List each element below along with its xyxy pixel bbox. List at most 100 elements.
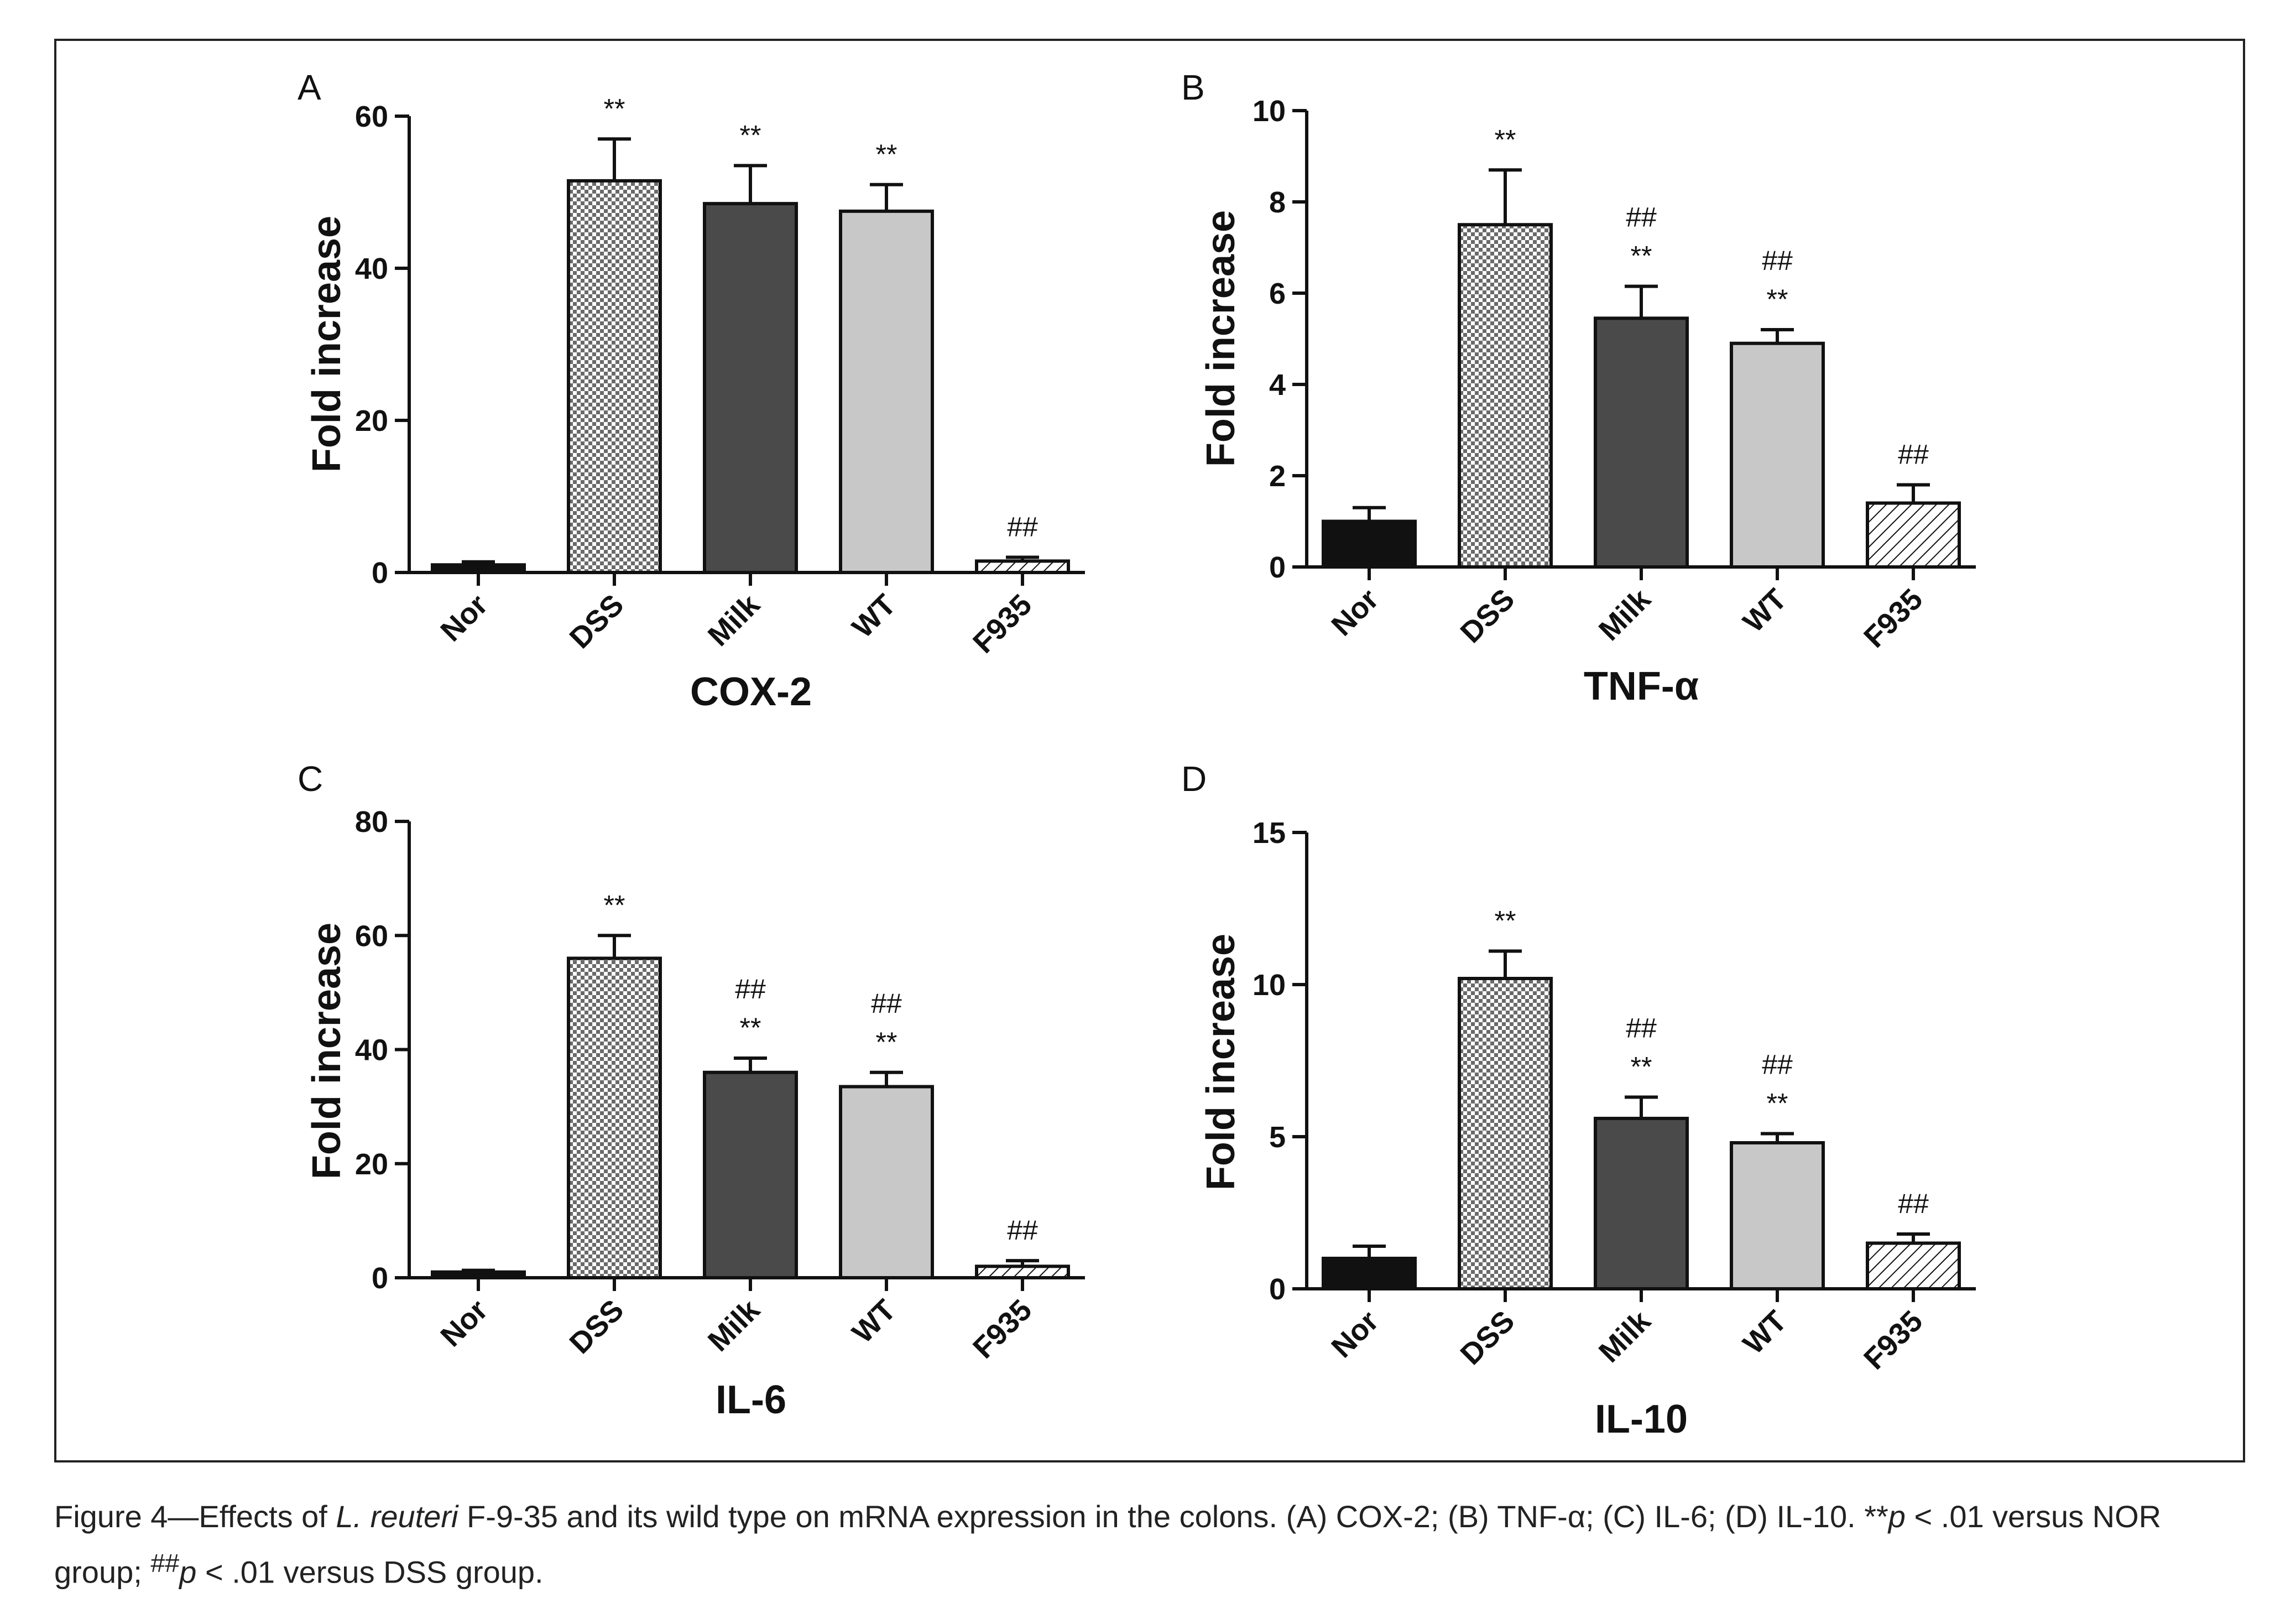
panel-letter: C xyxy=(298,759,323,799)
y-tick-label: 4 xyxy=(1269,368,1286,402)
y-axis-label: Fold increase xyxy=(1199,934,1243,1190)
caption-text: F-9-35 and its wild type on mRNA express… xyxy=(458,1499,1888,1534)
bar-milk xyxy=(1594,316,1689,569)
y-tick-label: 10 xyxy=(1253,95,1286,128)
bar-milk xyxy=(1594,1117,1689,1290)
chart-title: TNF-α xyxy=(1584,664,1699,709)
significance-marker: ** xyxy=(604,889,625,920)
significance-marker: ## xyxy=(1762,1049,1793,1080)
category-label: Nor xyxy=(1325,1304,1385,1364)
category-label: WT xyxy=(846,588,902,644)
y-tick-label: 40 xyxy=(355,252,388,285)
panel-letter: A xyxy=(298,67,321,107)
bar-wt xyxy=(1730,1141,1825,1290)
figure-caption: Figure 4—Effects of L. reuteri F-9-35 an… xyxy=(54,1493,2250,1596)
bar-wt xyxy=(1730,341,1825,569)
y-tick-label: 0 xyxy=(1269,551,1286,584)
significance-marker: ** xyxy=(1767,1088,1788,1119)
bar-f935 xyxy=(1866,1241,1961,1290)
significance-marker: ** xyxy=(1495,905,1516,936)
y-axis-label: Fold increase xyxy=(305,923,349,1179)
y-tick-label: 20 xyxy=(355,404,388,438)
y-axis-label: Fold increase xyxy=(1199,210,1243,467)
significance-marker: ## xyxy=(1007,1215,1038,1246)
bar-f935 xyxy=(975,559,1070,574)
significance-marker: ## xyxy=(735,974,766,1004)
category-label: Milk xyxy=(1593,582,1657,647)
y-axis-label: Fold increase xyxy=(305,216,349,472)
caption-text: < .01 versus NOR xyxy=(1905,1499,2162,1534)
bar-nor xyxy=(431,563,526,574)
bar-nor xyxy=(1322,519,1417,569)
significance-marker: ## xyxy=(1007,512,1038,543)
category-label: F935 xyxy=(967,1293,1038,1365)
caption-hash: ## xyxy=(150,1549,180,1578)
bar-nor xyxy=(431,1270,526,1279)
category-label: F935 xyxy=(1857,582,1929,654)
y-tick-label: 6 xyxy=(1269,277,1286,310)
caption-text: < .01 versus DSS group. xyxy=(196,1554,544,1590)
category-label: WT xyxy=(1737,582,1793,639)
bar-wt xyxy=(839,1085,934,1279)
y-tick-label: 40 xyxy=(355,1034,388,1067)
caption-p: p xyxy=(179,1554,197,1590)
panel-letter: B xyxy=(1181,67,1205,107)
caption-p: p xyxy=(1888,1499,1906,1534)
category-label: Milk xyxy=(702,1293,766,1357)
chart-title: IL-6 xyxy=(716,1378,786,1422)
significance-marker: ** xyxy=(1631,241,1652,272)
significance-marker: ** xyxy=(604,93,625,124)
category-label: DSS xyxy=(563,588,630,655)
significance-marker: ** xyxy=(876,1027,897,1058)
significance-marker: ** xyxy=(876,139,897,170)
y-tick-label: 80 xyxy=(355,805,388,839)
bar-dss xyxy=(567,956,662,1279)
y-tick-label: 0 xyxy=(372,556,388,590)
y-tick-label: 0 xyxy=(372,1262,388,1295)
chart-panel-a: A 0 20 40 60 Fold increase Nor DSS ** Milk ** WT ** F… xyxy=(298,67,1085,714)
significance-marker: ** xyxy=(740,1012,761,1043)
y-tick-label: 2 xyxy=(1269,460,1286,493)
y-tick-label: 10 xyxy=(1253,969,1286,1002)
bar-nor xyxy=(1322,1257,1417,1290)
significance-marker: ## xyxy=(1626,202,1657,233)
bar-f935 xyxy=(975,1264,1070,1279)
y-tick-label: 15 xyxy=(1253,816,1286,850)
category-label: WT xyxy=(846,1293,902,1350)
category-label: WT xyxy=(1737,1304,1793,1361)
category-label: DSS xyxy=(563,1293,630,1360)
significance-marker: ** xyxy=(1631,1052,1652,1082)
significance-marker: ## xyxy=(1898,439,1929,470)
category-label: F935 xyxy=(1857,1304,1929,1376)
significance-marker: ## xyxy=(1762,245,1793,276)
bar-wt xyxy=(839,209,934,574)
significance-marker: ## xyxy=(1898,1188,1929,1219)
panel-letter: D xyxy=(1181,759,1207,799)
category-label: F935 xyxy=(967,588,1038,659)
y-tick-label: 20 xyxy=(355,1148,388,1181)
category-label: Nor xyxy=(1325,582,1385,642)
caption-text: group; xyxy=(54,1554,151,1590)
category-label: Nor xyxy=(434,588,494,648)
bar-f935 xyxy=(1866,501,1961,569)
caption-text: Figure 4—Effects of xyxy=(54,1499,336,1534)
y-tick-label: 60 xyxy=(355,100,388,133)
bar-milk xyxy=(703,202,798,574)
y-tick-label: 8 xyxy=(1269,186,1286,219)
significance-marker: ## xyxy=(1626,1013,1657,1044)
chart-panel-c: C 0 20 40 60 80 Fold increase Nor DSS ** Milk ** ## W… xyxy=(298,759,1085,1422)
bar-dss xyxy=(1458,977,1553,1290)
caption-line-2: group; ##p < .01 versus DSS group. xyxy=(54,1540,2250,1596)
y-tick-label: 5 xyxy=(1269,1121,1286,1154)
bar-milk xyxy=(703,1070,798,1279)
category-label: Milk xyxy=(1593,1304,1657,1368)
bar-dss xyxy=(1458,223,1553,569)
chart-title: IL-10 xyxy=(1595,1397,1688,1441)
caption-line-1: Figure 4—Effects of L. reuteri F-9-35 an… xyxy=(54,1493,2250,1540)
caption-species: L. reuteri xyxy=(336,1499,458,1534)
category-label: DSS xyxy=(1454,582,1521,649)
category-label: Nor xyxy=(434,1293,494,1353)
bar-dss xyxy=(567,179,662,574)
significance-marker: ** xyxy=(740,119,761,150)
